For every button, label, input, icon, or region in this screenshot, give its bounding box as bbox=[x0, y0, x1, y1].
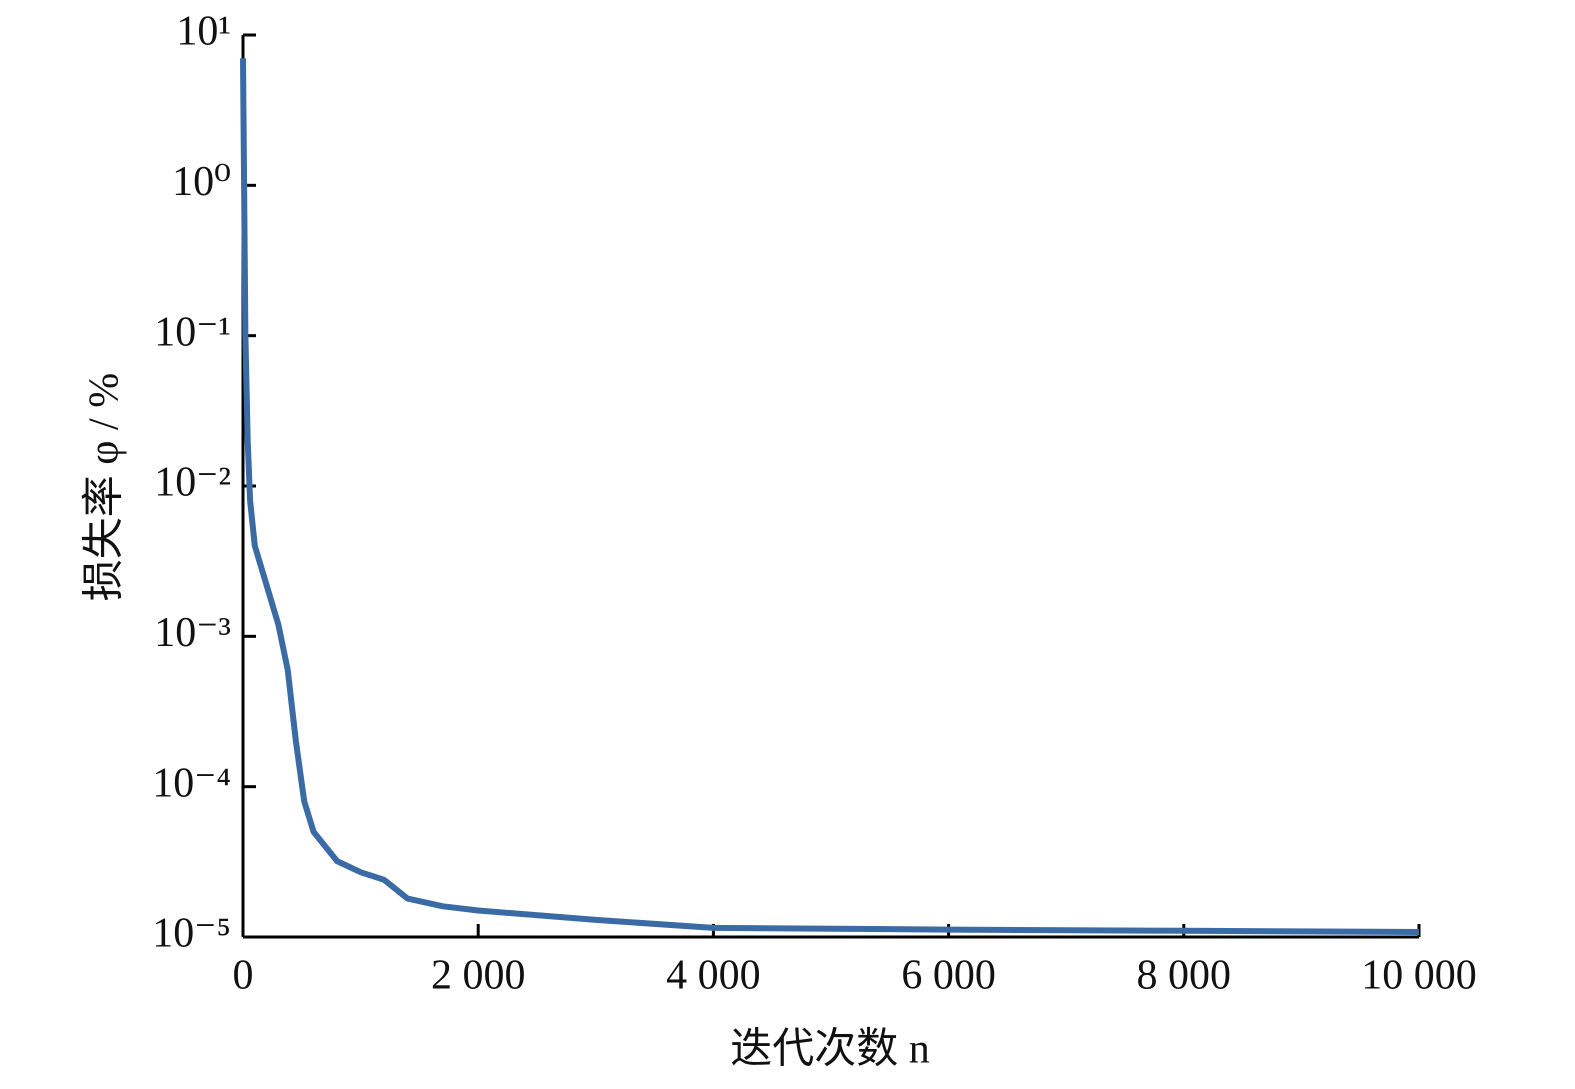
loss-line bbox=[240, 58, 1420, 935]
x-axis-label: 迭代次数 n bbox=[730, 1027, 930, 1073]
x-tick-label: 6 000 bbox=[901, 953, 996, 999]
y-tick-label: 10⁻³ bbox=[154, 610, 231, 656]
y-tick-label: 10⁻⁴ bbox=[152, 760, 231, 806]
y-axis-label: 损失率 φ / % bbox=[81, 373, 128, 601]
y-tick-label: 10⁻² bbox=[154, 460, 231, 506]
y-tick-label: 10⁰ bbox=[172, 159, 231, 205]
x-tick-label: 4 000 bbox=[666, 953, 761, 999]
x-tick-label: 10 000 bbox=[1361, 953, 1477, 999]
y-tick-label: 10⁻⁵ bbox=[152, 911, 231, 957]
x-tick-label: 0 bbox=[233, 953, 254, 999]
y-tick-label: 10⁻¹ bbox=[154, 309, 231, 355]
x-tick-label: 2 000 bbox=[431, 953, 526, 999]
y-tick-label: 10¹ bbox=[176, 9, 231, 55]
x-tick-label: 8 000 bbox=[1137, 953, 1232, 999]
